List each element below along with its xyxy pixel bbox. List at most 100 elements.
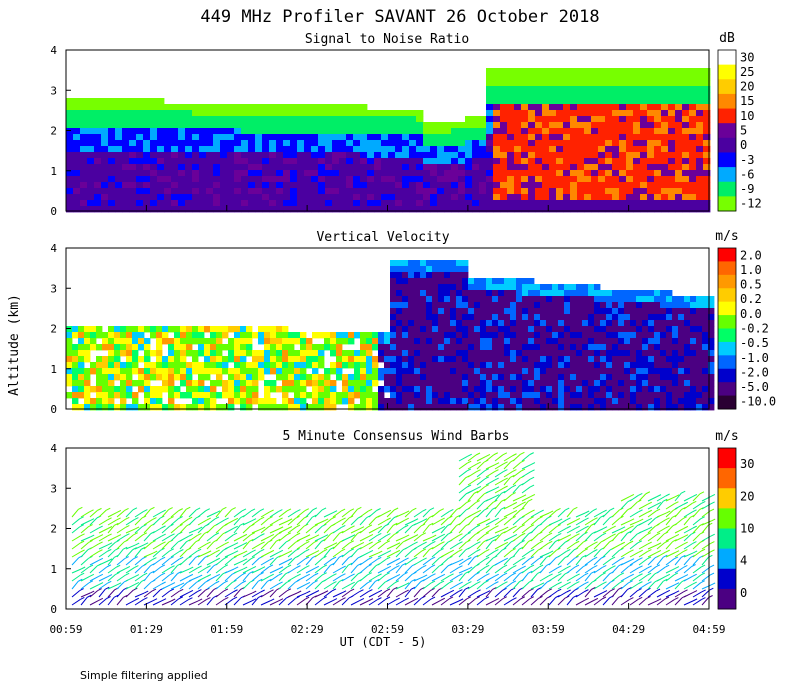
vv-cell xyxy=(474,284,481,291)
wind-barb xyxy=(224,558,233,566)
vv-cell xyxy=(708,326,715,333)
vv-cell xyxy=(450,362,457,369)
vv-cell xyxy=(624,368,631,375)
vv-cell xyxy=(414,344,421,351)
vv-cell xyxy=(366,392,373,399)
snr-cell xyxy=(556,134,564,141)
snr-cell xyxy=(563,176,571,183)
snr-cell xyxy=(353,110,361,117)
vv-cell xyxy=(540,350,547,357)
vv-cell xyxy=(426,320,433,327)
colorbar-label: 30 xyxy=(740,50,754,64)
vv-cell xyxy=(342,338,349,345)
vv-cell xyxy=(636,392,643,399)
vv-cell xyxy=(666,374,673,381)
wind-barb-flag xyxy=(161,541,166,545)
snr-cell xyxy=(465,164,473,171)
snr-cell xyxy=(94,98,102,105)
wind-barb xyxy=(224,509,233,518)
snr-cell xyxy=(626,140,634,147)
vv-cell xyxy=(456,362,463,369)
y-tick-label: 3 xyxy=(50,84,57,97)
snr-cell xyxy=(640,68,648,75)
vv-cell xyxy=(300,386,307,393)
wind-barb xyxy=(125,558,135,566)
snr-cell xyxy=(360,110,368,117)
snr-cell xyxy=(66,128,74,135)
snr-cell xyxy=(87,104,95,111)
wind-barb-flag xyxy=(431,541,436,544)
snr-cell xyxy=(206,122,214,129)
wind-barb-flag xyxy=(215,510,221,514)
vv-cell xyxy=(552,344,559,351)
vv-cell xyxy=(432,368,439,375)
vv-cell xyxy=(546,326,553,333)
vv-cell xyxy=(264,398,271,405)
vv-cell xyxy=(228,374,235,381)
vv-cell xyxy=(246,380,253,387)
snr-cell xyxy=(689,194,697,201)
vv-cell xyxy=(264,344,271,351)
wind-barb xyxy=(89,551,99,558)
vv-cell xyxy=(684,308,691,315)
wind-barb xyxy=(287,598,296,606)
vv-cell xyxy=(414,350,421,357)
wind-barb xyxy=(251,535,261,542)
vv-cell xyxy=(672,380,679,387)
wind-barb-flag xyxy=(466,500,471,503)
snr-cell xyxy=(297,176,305,183)
wind-barb xyxy=(485,557,494,566)
snr-cell xyxy=(696,86,704,93)
wind-barb xyxy=(170,541,179,550)
vv-cell xyxy=(144,404,151,411)
wind-barb xyxy=(278,552,289,558)
snr-cell xyxy=(465,146,473,153)
vv-cell xyxy=(402,314,409,321)
snr-cell xyxy=(402,128,410,135)
snr-cell xyxy=(423,194,431,201)
vv-cell xyxy=(372,362,379,369)
wind-barb xyxy=(449,575,459,582)
vv-cell xyxy=(480,362,487,369)
snr-cell xyxy=(206,128,214,135)
wind-barb xyxy=(224,591,234,598)
wind-barb-flag xyxy=(466,596,472,600)
vv-cell xyxy=(564,326,571,333)
snr-cell xyxy=(73,116,81,123)
snr-cell xyxy=(122,182,130,189)
wind-barb-flag xyxy=(89,518,95,522)
vv-cell xyxy=(186,380,193,387)
colorbar-label: 0.2 xyxy=(740,292,762,306)
vv-cell xyxy=(528,368,535,375)
wind-barb-flag xyxy=(430,596,436,600)
snr-cell xyxy=(689,164,697,171)
snr-cell xyxy=(437,176,445,183)
snr-cell xyxy=(563,116,571,123)
wind-barb-flag xyxy=(233,542,239,546)
vv-cell xyxy=(534,350,541,357)
vv-cell xyxy=(612,326,619,333)
vv-cell xyxy=(390,344,397,351)
vv-cell xyxy=(588,320,595,327)
wind-barb xyxy=(125,599,136,606)
colorbar-swatch xyxy=(718,328,736,343)
vv-cell xyxy=(366,398,373,405)
snr-cell xyxy=(577,146,585,153)
snr-cell xyxy=(605,92,613,99)
snr-cell xyxy=(626,116,634,123)
wind-barb-flag xyxy=(215,573,221,577)
vv-cell xyxy=(120,380,127,387)
vv-cell xyxy=(114,404,121,411)
snr-cell xyxy=(626,98,634,105)
snr-cell xyxy=(332,134,340,141)
vv-cell xyxy=(600,326,607,333)
vv-cell xyxy=(216,356,223,363)
vv-cell xyxy=(186,344,193,351)
snr-cell xyxy=(675,92,683,99)
vv-cell xyxy=(156,362,163,369)
vv-cell xyxy=(252,374,259,381)
snr-cell xyxy=(696,140,704,147)
snr-cell xyxy=(276,152,284,159)
wind-barb xyxy=(152,566,162,574)
vv-cell xyxy=(612,302,619,309)
